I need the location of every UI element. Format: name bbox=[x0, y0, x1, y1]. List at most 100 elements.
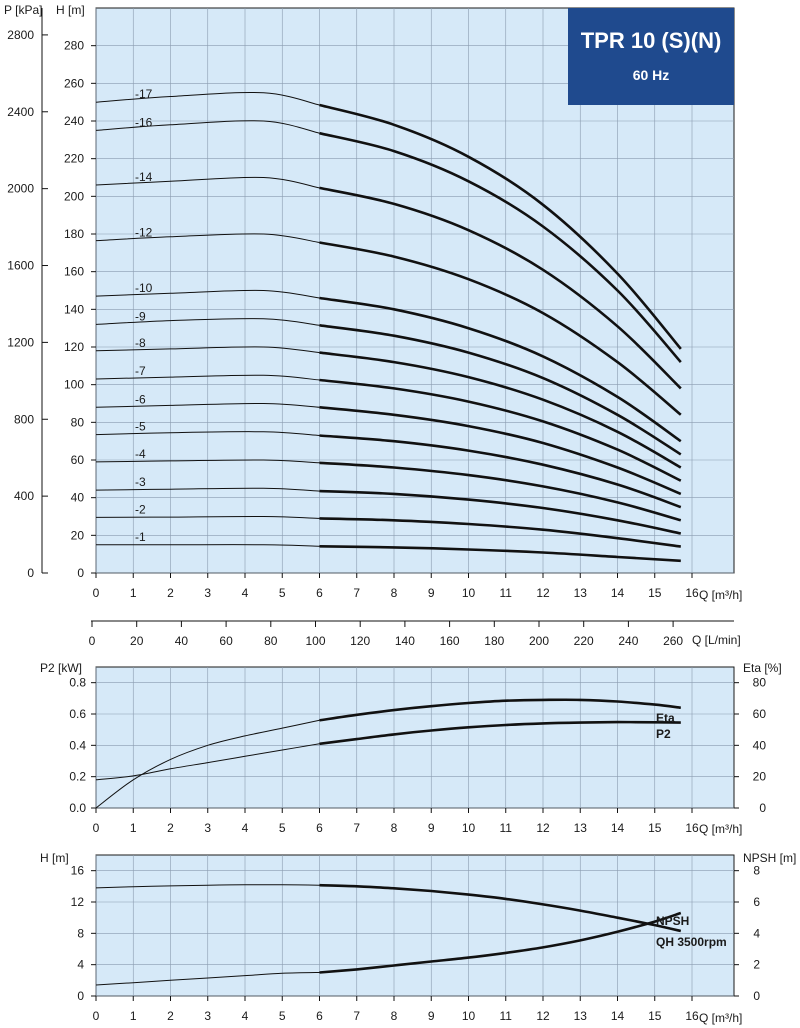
h-tick-label: 20 bbox=[71, 528, 85, 542]
series-curve-thick bbox=[319, 103, 682, 350]
h-tick-label: 100 bbox=[64, 378, 84, 392]
npsh-tick-label: 6 bbox=[753, 895, 760, 909]
top-left-axis-label: P [kPa] bbox=[4, 3, 42, 17]
npsh-series-label: NPSH bbox=[656, 914, 689, 928]
h-tick-label: 280 bbox=[64, 39, 84, 53]
q-tick-label: 1 bbox=[130, 821, 137, 835]
series-curve-thin bbox=[95, 515, 320, 519]
series-curve-thick bbox=[319, 378, 682, 482]
series-label: -7 bbox=[135, 364, 146, 378]
p-tick-label: 1200 bbox=[7, 335, 34, 349]
top-h-ticks: 0 20 40 60 80 100 120 140 160 180 200 220 240 260 280 bbox=[64, 39, 96, 580]
p-tick-label: 800 bbox=[14, 412, 34, 426]
p-tick-label: 2000 bbox=[7, 182, 34, 196]
q-tick-label: 13 bbox=[574, 1009, 588, 1023]
series-label: -6 bbox=[135, 392, 146, 406]
series-curve-thin bbox=[95, 318, 320, 326]
series-label: -2 bbox=[135, 502, 146, 516]
h-tick-label: 80 bbox=[71, 415, 85, 429]
series-curve-thick bbox=[319, 131, 682, 363]
q-tick-label: 0 bbox=[93, 821, 100, 835]
mid-x-axis-label: Q [m³/h] bbox=[699, 822, 742, 836]
series-curve-thick bbox=[319, 489, 682, 535]
series-label: -8 bbox=[135, 336, 146, 350]
q-tick-label: 2 bbox=[167, 1009, 174, 1023]
q-tick-label: 1 bbox=[130, 586, 137, 600]
lmin-tick-label: 120 bbox=[350, 634, 370, 648]
h-tick-label: 160 bbox=[64, 265, 84, 279]
q-tick-label: 4 bbox=[242, 586, 249, 600]
bottom-plot-area bbox=[95, 854, 735, 997]
q-tick-label: 11 bbox=[500, 586, 513, 600]
lmin-tick-label: 200 bbox=[529, 634, 549, 648]
h-tick-label: 8 bbox=[77, 926, 84, 940]
series-curve-thin bbox=[95, 431, 320, 436]
bottom-left-axis-label: H [m] bbox=[40, 851, 69, 865]
eta-tick-label: 80 bbox=[753, 676, 767, 690]
series-curve-thick bbox=[319, 324, 682, 456]
lmin-tick-label: 40 bbox=[175, 634, 189, 648]
q-tick-label: 0 bbox=[93, 1009, 100, 1023]
q-tick-label: 7 bbox=[353, 586, 360, 600]
series-curve-thick bbox=[319, 186, 682, 390]
p2-curve-thin bbox=[95, 743, 320, 781]
lmin-tick-label: 0 bbox=[89, 634, 96, 648]
h-tick-label: 180 bbox=[64, 227, 84, 241]
lmin-tick-label: 100 bbox=[305, 634, 325, 648]
series-label: -12 bbox=[135, 226, 153, 240]
series-curve-thick bbox=[319, 351, 682, 469]
q-tick-label: 3 bbox=[204, 1009, 211, 1023]
lmin-tick-label: 260 bbox=[663, 634, 683, 648]
series-label: -5 bbox=[135, 420, 146, 434]
q-tick-label: 10 bbox=[462, 586, 476, 600]
series-curve-thick bbox=[319, 241, 682, 416]
bottom-right-axis-label: NPSH [m] bbox=[743, 851, 796, 865]
series-curve-thin bbox=[95, 487, 320, 492]
q-tick-label: 9 bbox=[428, 821, 435, 835]
top-series-lines bbox=[95, 91, 682, 563]
q-tick-label: 16 bbox=[685, 821, 699, 835]
p2-series-label: P2 bbox=[656, 727, 671, 741]
q-tick-label: 6 bbox=[316, 821, 323, 835]
lmin-tick-label: 220 bbox=[574, 634, 594, 648]
q-tick-label: 10 bbox=[462, 821, 476, 835]
p-tick-label: 1600 bbox=[7, 259, 34, 273]
series-curve-thick bbox=[319, 296, 682, 443]
series-curve-thin bbox=[95, 91, 320, 106]
q-tick-label: 13 bbox=[574, 821, 588, 835]
eta-tick-label: 20 bbox=[753, 770, 767, 784]
series-label: -17 bbox=[135, 87, 153, 101]
h-tick-label: 240 bbox=[64, 114, 84, 128]
q-tick-label: 9 bbox=[428, 586, 435, 600]
series-curve-thin bbox=[95, 402, 320, 408]
q-tick-label: 15 bbox=[648, 821, 662, 835]
top-q-ticks: 0 1 2 3 4 5 6 7 8 9 10 11 12 13 14 15 16 bbox=[93, 573, 699, 600]
top-p-ticks: 0 400 800 1200 1600 2000 2400 2800 bbox=[7, 8, 48, 580]
mid-plot-area bbox=[95, 666, 735, 809]
lmin-tick-label: 160 bbox=[440, 634, 460, 648]
npsh-tick-label: 8 bbox=[753, 864, 760, 878]
eta-curve-thick bbox=[319, 698, 681, 722]
q-tick-label: 12 bbox=[536, 821, 550, 835]
eta-tick-label: 0 bbox=[759, 801, 766, 815]
q-tick-label: 5 bbox=[279, 586, 286, 600]
h-tick-label: 4 bbox=[77, 958, 84, 972]
q-tick-label: 8 bbox=[391, 1009, 398, 1023]
bottom-grid bbox=[95, 855, 734, 997]
p2-tick-label: 0.0 bbox=[69, 801, 86, 815]
q-tick-label: 12 bbox=[536, 586, 550, 600]
qh-series-label: QH 3500rpm bbox=[656, 935, 727, 949]
series-curve-thin bbox=[95, 544, 320, 547]
q-tick-label: 4 bbox=[242, 1009, 249, 1023]
series-curve-thick bbox=[319, 545, 681, 563]
q-tick-label: 8 bbox=[391, 586, 398, 600]
npsh-curve-thin bbox=[95, 972, 320, 986]
q-tick-label: 14 bbox=[611, 586, 625, 600]
q-tick-label: 9 bbox=[428, 1009, 435, 1023]
npsh-tick-label: 0 bbox=[753, 989, 760, 1003]
p-tick-label: 2400 bbox=[7, 105, 34, 119]
series-curve-thick bbox=[319, 406, 682, 496]
q-tick-label: 7 bbox=[353, 821, 360, 835]
q-tick-label: 15 bbox=[648, 586, 662, 600]
